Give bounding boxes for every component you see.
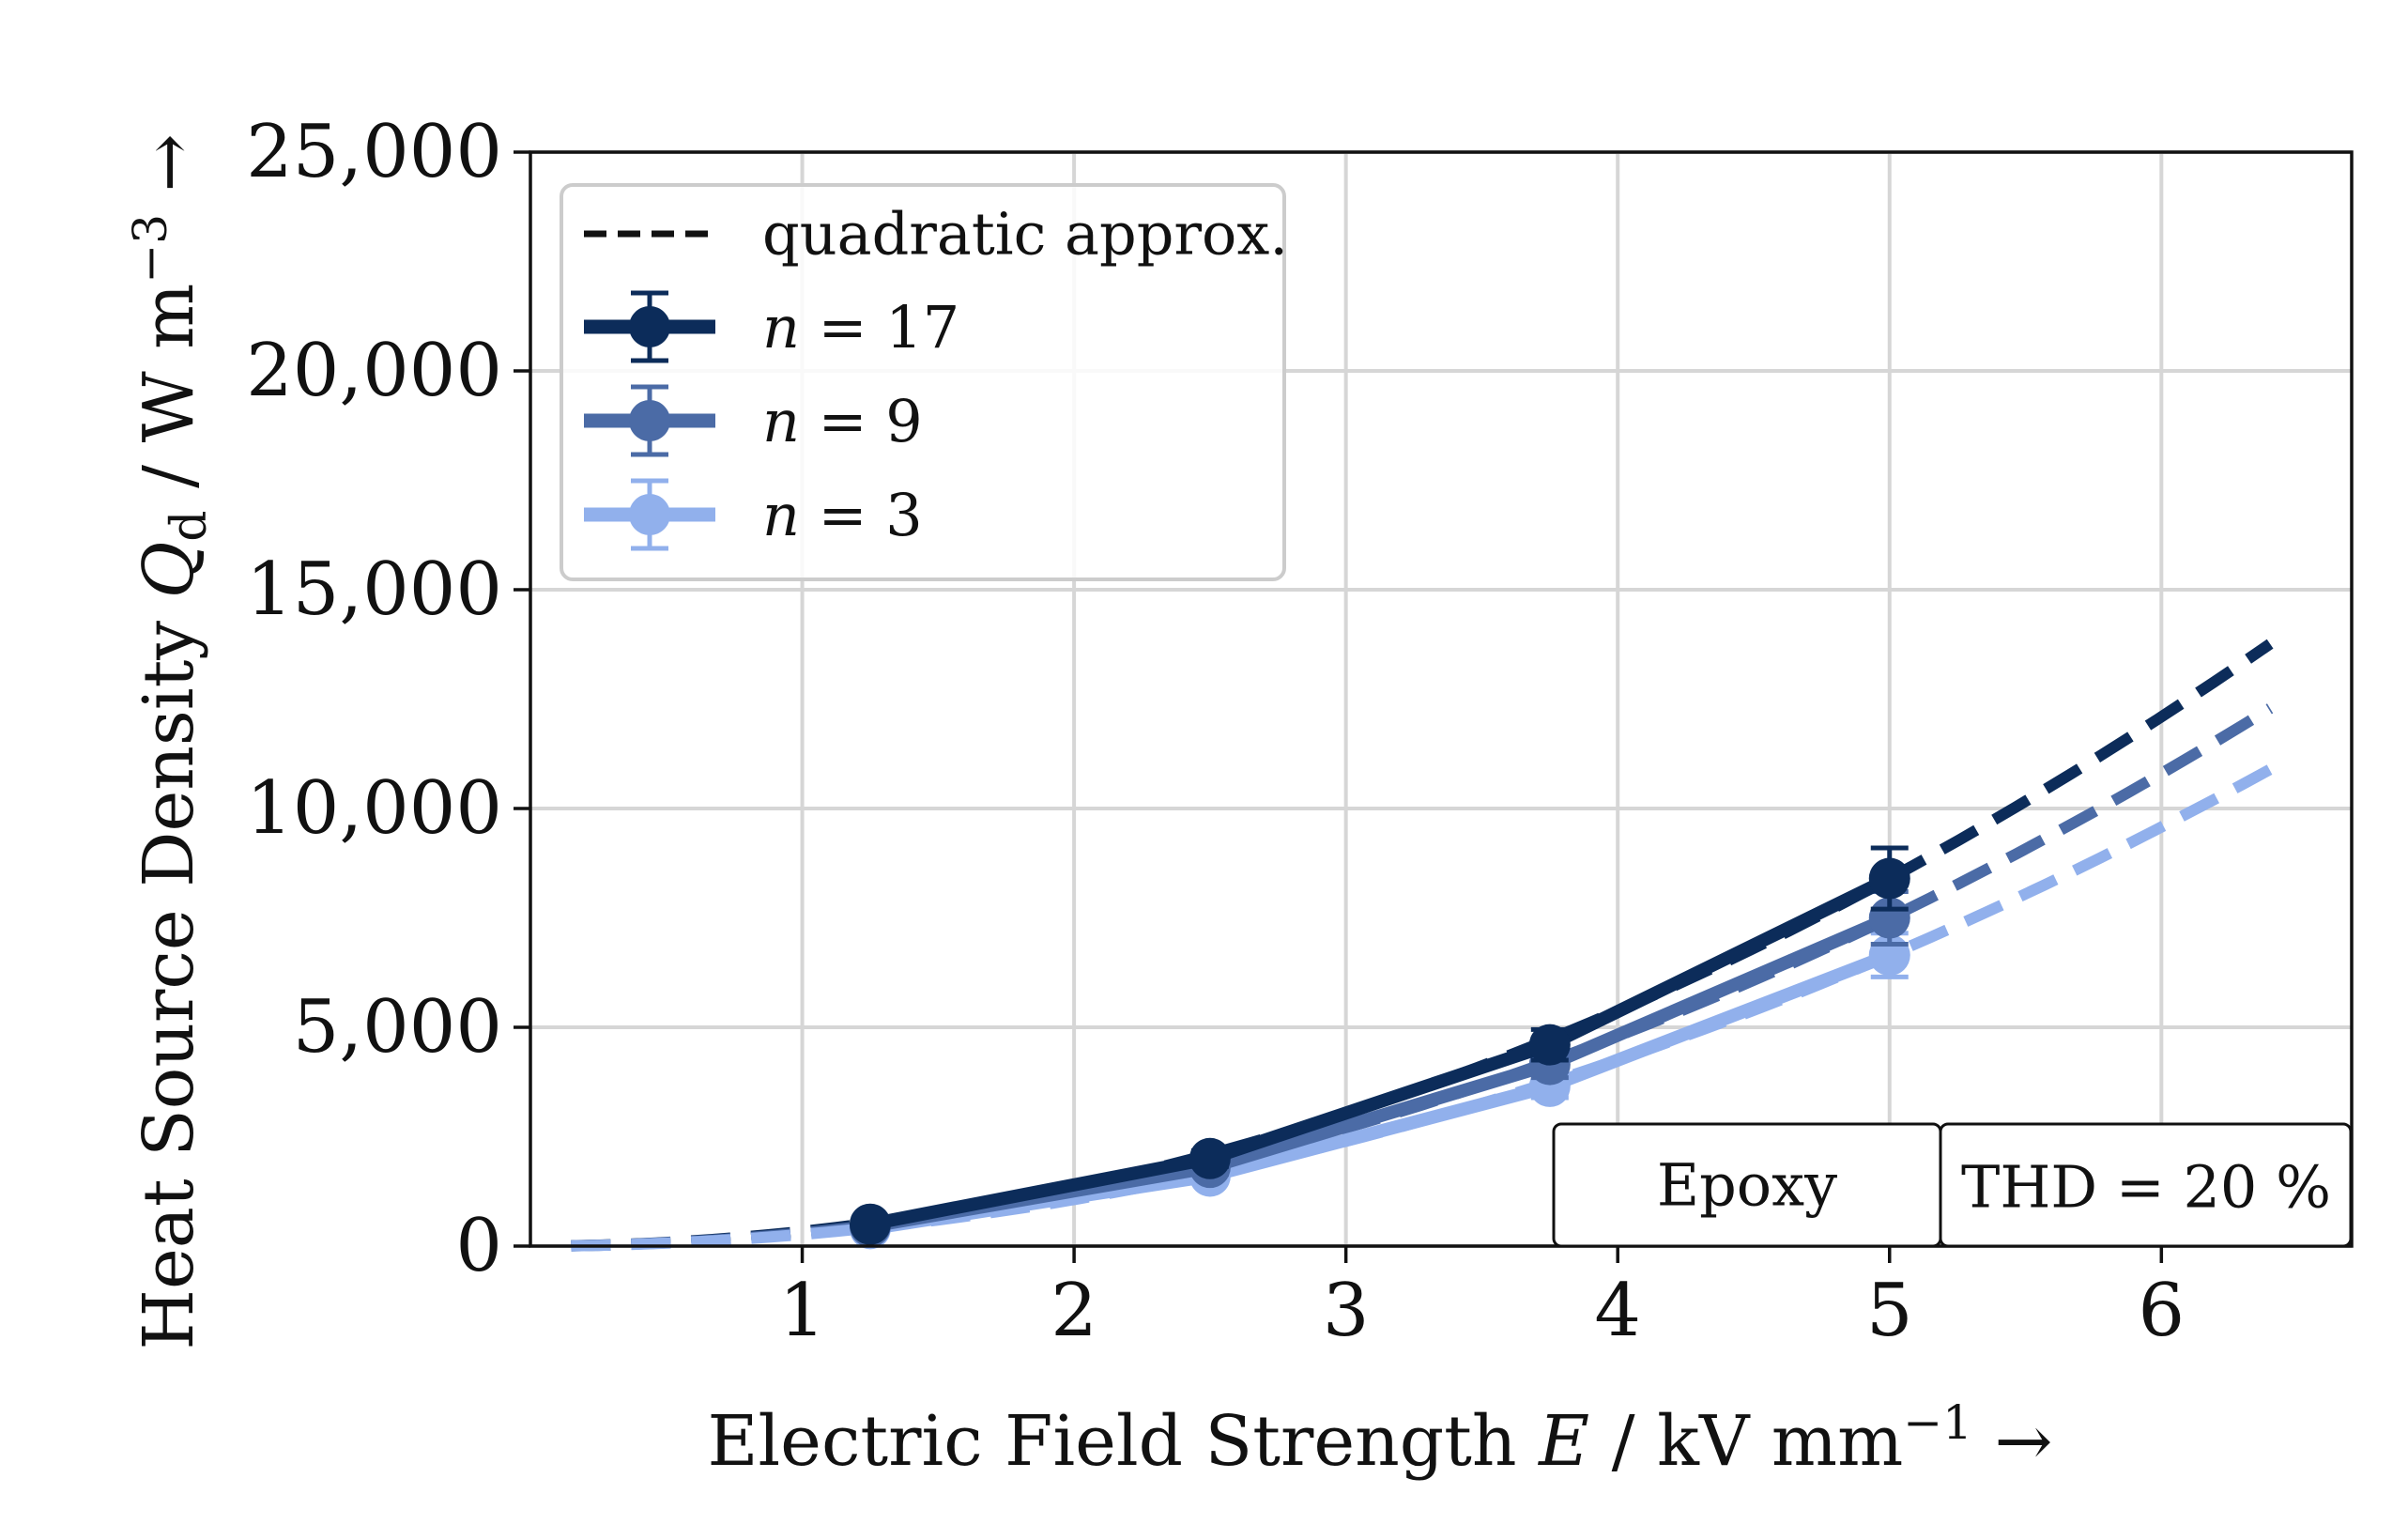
annotation-epoxy-text: Epoxy <box>1657 1151 1837 1220</box>
x-tick-label: 3 <box>1323 1269 1370 1353</box>
legend-n17-label: n = 17 <box>762 293 959 362</box>
series-lines <box>849 845 1910 1250</box>
annotation-thd-box <box>1939 1122 2353 1248</box>
legend-n9-var: n <box>762 387 800 455</box>
plot-frame <box>529 150 2354 1248</box>
data-point <box>849 1203 891 1245</box>
y-axis-label: Heat Source Density Qd / W m−3 → <box>123 133 218 1349</box>
legend-n17-rest: = 17 <box>800 293 959 362</box>
x-tick-label: 2 <box>1051 1269 1097 1353</box>
y-tick-label: 10,000 <box>246 766 502 851</box>
legend-n3-var: n <box>762 481 800 549</box>
legend-quad-label: quadratic approx. <box>762 200 1288 269</box>
x-tick-label: 4 <box>1594 1269 1641 1353</box>
legend-n3-rest: = 3 <box>800 481 923 549</box>
legend: quadratic approx. n = 17 n = 9 n = 3 <box>560 183 1288 581</box>
y-tick-label: 20,000 <box>246 329 502 413</box>
data-point <box>1528 1024 1571 1066</box>
annotation-thd: THD = 20 % <box>1939 1122 2353 1248</box>
series-line <box>868 872 1893 1231</box>
y-tick-label: 15,000 <box>246 547 502 632</box>
annotation-epoxy: Epoxy <box>1552 1122 1942 1248</box>
legend-n3-swatch <box>584 478 715 551</box>
x-tick-label: 6 <box>2138 1269 2185 1353</box>
legend-box <box>560 183 1286 581</box>
y-tick-label: 0 <box>455 1204 502 1288</box>
series-n17 <box>849 845 1910 1245</box>
x-tick-label: 5 <box>1866 1269 1913 1353</box>
y-tick-label: 25,000 <box>246 110 502 194</box>
legend-n17-var: n <box>762 293 800 362</box>
data-point <box>1189 1137 1231 1179</box>
y-tick-label: 5,000 <box>293 985 502 1070</box>
data-point <box>1868 857 1910 900</box>
x-axis-label: Electric Field Strength E / kV mm−1 → <box>708 1395 2053 1482</box>
x-tick-label: 1 <box>779 1269 826 1353</box>
legend-n9-swatch <box>584 384 715 457</box>
legend-n17-swatch <box>584 290 715 363</box>
legend-n9-label: n = 9 <box>762 387 923 455</box>
legend-n3-label: n = 3 <box>762 481 923 549</box>
legend-n9-rest: = 9 <box>800 387 923 455</box>
axis-ticks: 1 2 3 4 5 6 0 5,000 10,000 15,000 20,000 25,000 <box>246 110 2185 1353</box>
annotation-thd-text: THD = 20 % <box>1961 1153 2331 1222</box>
